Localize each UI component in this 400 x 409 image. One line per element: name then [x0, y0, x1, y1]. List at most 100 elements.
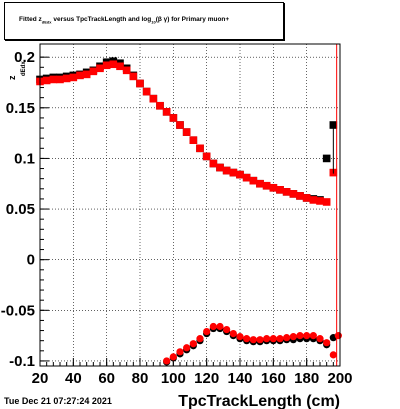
series-markers	[36, 57, 338, 366]
x-tick-label: 80	[132, 370, 149, 387]
y-axis-label-z: z	[7, 75, 17, 80]
data-point	[322, 198, 331, 206]
data-point	[296, 192, 304, 200]
data-point	[196, 144, 204, 153]
data-point	[42, 76, 51, 85]
data-point	[223, 325, 231, 334]
data-point	[69, 73, 78, 82]
data-point	[262, 181, 271, 190]
data-point	[309, 332, 317, 340]
y-tick-label: 0.2	[14, 49, 35, 66]
data-point	[269, 335, 277, 343]
data-point	[216, 163, 224, 172]
data-point	[276, 335, 284, 343]
data-point	[222, 166, 231, 175]
data-point	[62, 74, 71, 83]
data-point	[96, 64, 104, 73]
data-point	[269, 183, 278, 192]
y-axis-label-sub: dEdx	[21, 61, 27, 76]
data-point	[256, 336, 264, 344]
y-tick-label: 0.15	[6, 100, 35, 117]
data-point	[182, 128, 191, 136]
data-point	[163, 357, 171, 365]
data-point	[309, 196, 318, 204]
chart-title: Fitted zdEdx versus TpcTrackLength and l…	[19, 16, 230, 25]
data-point	[149, 94, 158, 103]
data-point	[329, 351, 337, 359]
data-point	[243, 335, 251, 343]
data-point	[283, 334, 291, 342]
data-point	[196, 335, 204, 343]
data-point	[189, 136, 198, 144]
x-tick-label: 60	[98, 370, 115, 387]
data-point	[156, 101, 164, 110]
y-tick-label: 0	[27, 252, 35, 269]
data-point	[82, 70, 91, 79]
y-tick-label: 0.1	[14, 150, 35, 167]
svg-text:dEdx: dEdx	[21, 61, 27, 76]
data-point	[249, 336, 257, 344]
data-point	[263, 335, 271, 343]
x-tick-label: 160	[261, 370, 286, 387]
data-point	[176, 121, 184, 129]
timestamp: Tue Dec 21 07:27:24 2021	[4, 396, 112, 406]
data-point	[49, 75, 58, 84]
y-axis-label: z dEdx	[7, 61, 27, 80]
data-point	[303, 332, 311, 340]
y-tick-label: 0.05	[6, 201, 35, 218]
data-point	[229, 168, 238, 177]
data-point	[322, 154, 331, 163]
data-point	[129, 72, 138, 81]
series-markers	[36, 60, 342, 365]
data-point	[203, 327, 211, 336]
x-axis-label: TpcTrackLength (cm)	[178, 393, 340, 409]
svg-text:z: z	[7, 75, 17, 80]
data-point	[302, 194, 311, 202]
x-tick-label: 140	[227, 370, 252, 387]
data-point	[276, 186, 284, 194]
axis-ticks	[39, 56, 341, 366]
x-tick-label: 200	[327, 370, 352, 387]
data-point	[229, 329, 237, 338]
data-point	[236, 170, 244, 179]
data-point	[209, 322, 217, 331]
data-point	[109, 60, 118, 69]
data-point	[249, 176, 258, 185]
y-tick-label: -0.05	[1, 302, 35, 319]
grid	[40, 44, 340, 366]
data-point	[216, 322, 224, 331]
x-tick-label: 180	[294, 370, 319, 387]
data-point	[183, 344, 191, 352]
data-point	[142, 87, 151, 96]
data-point	[296, 332, 304, 340]
data-point	[136, 79, 144, 88]
data-point	[162, 108, 171, 116]
data-point	[282, 188, 291, 196]
data-point	[316, 335, 324, 343]
data-point	[202, 152, 211, 161]
x-tick-label: 40	[65, 370, 82, 387]
data-point	[56, 75, 64, 84]
data-point	[189, 340, 197, 348]
data-point	[329, 121, 338, 129]
data-point	[89, 67, 98, 76]
plot-frame	[39, 43, 341, 367]
data-point	[116, 62, 124, 71]
data-point	[209, 159, 218, 168]
x-tick-label: 20	[32, 370, 49, 387]
data-point	[289, 333, 297, 341]
data-point	[169, 114, 178, 122]
data-point	[176, 348, 184, 356]
data-point	[289, 190, 298, 198]
tick-labels: 20 40 60 80 100 120 140 160 180 200 0.2 0.15 0.1 0.05…	[1, 49, 353, 387]
data-point	[242, 173, 251, 182]
data-point	[323, 339, 331, 347]
data-point	[256, 179, 264, 188]
data-point	[76, 71, 84, 80]
x-tick-label: 120	[194, 370, 219, 387]
data-point	[122, 66, 131, 75]
data-point	[316, 197, 324, 205]
data-points	[36, 44, 342, 366]
data-point	[169, 353, 177, 361]
